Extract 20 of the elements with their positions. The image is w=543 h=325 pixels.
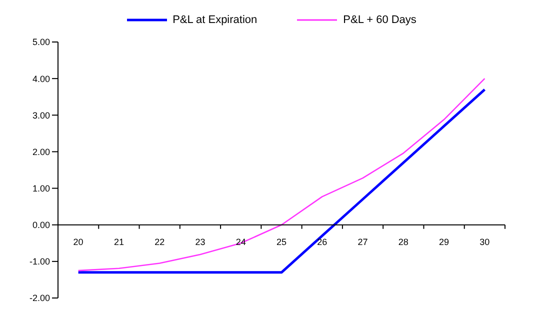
x-tick-label: 20 [73, 236, 84, 247]
y-tick-label: 2.00 [32, 146, 50, 157]
x-tick-label: 23 [195, 236, 206, 247]
x-tick-label: 28 [398, 236, 408, 247]
x-tick-label: 26 [317, 236, 328, 247]
x-tick-label: 27 [358, 236, 368, 247]
y-tick-label: 3.00 [32, 110, 50, 120]
x-tick-label: 22 [154, 236, 165, 247]
y-tick-label: 1.00 [32, 183, 50, 194]
y-tick-label: 5.00 [32, 37, 50, 48]
x-tick-label: 25 [276, 236, 287, 247]
legend-label: P&L + 60 Days [343, 14, 416, 26]
y-tick-label: 4.00 [32, 74, 50, 84]
legend-label: P&L at Expiration [172, 14, 258, 26]
x-tick-label: 30 [480, 236, 490, 247]
y-tick-label: 0.00 [32, 220, 50, 230]
x-tick-label: 29 [439, 236, 450, 247]
y-tick-label: -1.00 [29, 256, 50, 267]
x-tick-label: 21 [114, 236, 124, 247]
y-tick-label: -2.00 [29, 293, 50, 304]
